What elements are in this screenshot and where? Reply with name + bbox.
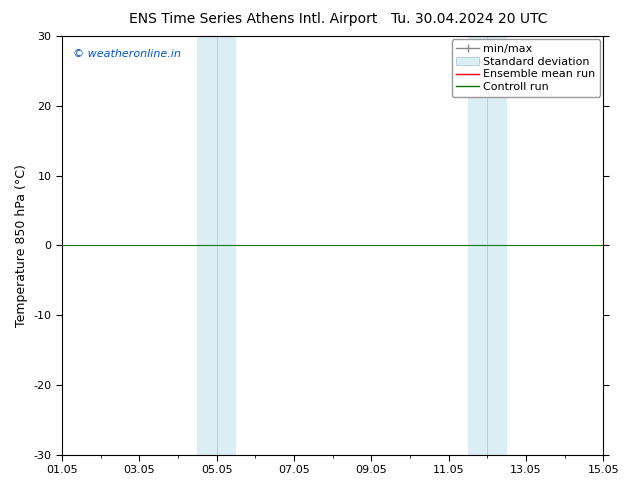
Text: Tu. 30.04.2024 20 UTC: Tu. 30.04.2024 20 UTC [391,12,547,26]
Bar [197,36,236,455]
Text: ENS Time Series Athens Intl. Airport: ENS Time Series Athens Intl. Airport [129,12,378,26]
Legend: min/max, Standard deviation, Ensemble mean run, Controll run: min/max, Standard deviation, Ensemble me… [452,40,600,97]
Bar [468,36,507,455]
Y-axis label: Temperature 850 hPa (°C): Temperature 850 hPa (°C) [15,164,28,327]
Text: © weatheronline.in: © weatheronline.in [73,49,181,59]
